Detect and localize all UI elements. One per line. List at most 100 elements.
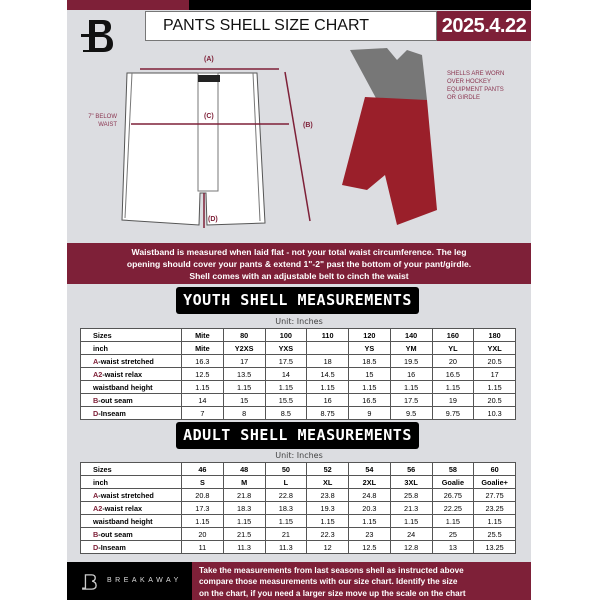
table-cell: 14 (264, 367, 308, 381)
table-cell: 11.3 (222, 540, 266, 554)
photo-note-line: SHELLS ARE WORN (447, 71, 505, 77)
table-cell: Mite (181, 341, 224, 355)
table-cell: 1.15 (389, 380, 433, 394)
table-cell: 13.25 (473, 540, 516, 554)
table-row: Sizes 46 48 50 52 54 56 58 60 (80, 462, 516, 476)
table-cell: 13 (431, 540, 475, 554)
row-label-text: inch (93, 477, 108, 487)
label-d: (D) (208, 216, 218, 223)
table-cell: 25.5 (473, 527, 516, 541)
table-row: D-Inseam 7 8 8.5 8.75 9 9.5 9.75 10.3 (80, 406, 516, 420)
table-cell: 20 (181, 527, 224, 541)
youth-unit-label: Unit: Inches (275, 317, 323, 326)
adult-size-table: Sizes 46 48 50 52 54 56 58 60 inch S M L XL 2XL 3XL Goal… (80, 462, 516, 554)
row-label: Sizes (80, 462, 182, 476)
table-cell: 9 (348, 406, 391, 420)
table-cell: 21 (264, 527, 308, 541)
table-cell: 8.75 (306, 406, 349, 420)
table-cell: 12.8 (389, 540, 433, 554)
table-cell: YM (389, 341, 433, 355)
table-cell: 1.15 (264, 514, 308, 528)
page-title: PANTS SHELL SIZE CHART (145, 11, 437, 41)
pants-diagram (121, 48, 437, 228)
row-label-text: -out seam (98, 529, 133, 539)
adult-section-title: ADULT SHELL MEASUREMENTS (176, 422, 419, 449)
table-cell: 1.15 (222, 514, 266, 528)
row-label-text: -waist relax (102, 503, 143, 513)
table-cell: Mite (181, 328, 224, 342)
table-cell: 110 (306, 328, 349, 342)
table-cell: 20.5 (473, 393, 516, 407)
table-cell: 180 (473, 328, 516, 342)
table-cell: 100 (264, 328, 308, 342)
table-cell: 22.8 (264, 488, 308, 502)
table-cell: 52 (306, 462, 349, 476)
table-cell: 11.3 (264, 540, 308, 554)
row-label: D-Inseam (80, 540, 182, 554)
c-note: 7" BELOW WAIST (74, 113, 117, 129)
table-cell: 16.5 (431, 367, 475, 381)
footer-instructions: Take the measurements from last seasons … (192, 562, 531, 600)
table-cell: YL (431, 341, 475, 355)
table-cell: 1.15 (306, 380, 349, 394)
table-cell: 9.75 (431, 406, 475, 420)
table-cell: 21.8 (222, 488, 266, 502)
table-cell: 20.3 (348, 501, 391, 515)
table-cell: 1.15 (431, 514, 475, 528)
row-label: inch (80, 341, 182, 355)
table-row: waistband height 1.15 1.15 1.15 1.15 1.15 1.15… (80, 514, 516, 528)
table-cell: 27.75 (473, 488, 516, 502)
table-cell: 1.15 (473, 514, 516, 528)
footer-brand-area (67, 562, 192, 600)
measurement-marker: B (93, 395, 99, 405)
table-cell: 10.3 (473, 406, 516, 420)
table-cell: 18 (306, 354, 349, 368)
table-cell: 9.5 (389, 406, 433, 420)
table-cell: 7 (181, 406, 224, 420)
measurement-marker: A2 (93, 369, 103, 379)
table-cell: 17.3 (181, 501, 224, 515)
table-cell: Goalie+ (473, 475, 516, 489)
table-cell: 18.5 (348, 354, 391, 368)
row-label: A-waist stretched (80, 488, 182, 502)
table-cell: 1.15 (181, 514, 224, 528)
footer-line: on the chart, if you need a larger size … (199, 588, 466, 598)
table-cell: 56 (389, 462, 433, 476)
row-label: D-Inseam (80, 406, 182, 420)
row-label-text: -out seam (98, 395, 133, 405)
table-cell: 15.5 (264, 393, 308, 407)
table-cell: 14 (181, 393, 224, 407)
table-cell: 21.3 (389, 501, 433, 515)
table-row: waistband height 1.15 1.15 1.15 1.15 1.15 1.15… (80, 380, 516, 394)
row-label-text: waistband height (93, 516, 153, 526)
table-cell: 8.5 (264, 406, 308, 420)
table-cell: 23.8 (306, 488, 349, 502)
table-cell (306, 341, 349, 355)
measurement-marker: A (93, 490, 99, 500)
instruction-line: Waistband is measured when laid flat - n… (131, 247, 467, 257)
table-cell: 54 (348, 462, 391, 476)
belt-buckle-icon (198, 75, 220, 82)
table-row: A2-waist relax 12.5 13.5 14 14.5 15 16 16.5 17 (80, 367, 516, 381)
instruction-line: opening should cover your pants & extend… (126, 259, 472, 269)
table-cell: 26.75 (431, 488, 475, 502)
table-row: A-waist stretched 20.8 21.8 22.8 23.8 24.8 25.… (80, 488, 516, 502)
brand-name: BREAKAWAY (107, 577, 182, 584)
row-label: A-waist stretched (80, 354, 182, 368)
footer-line: Take the measurements from last seasons … (199, 566, 464, 575)
row-label-text: -waist relax (102, 369, 143, 379)
table-cell: 1.15 (181, 380, 224, 394)
size-chart-page: PANTS SHELL SIZE CHART 2025.4.22 (A) (C)… (67, 0, 531, 600)
table-cell: 17.5 (389, 393, 433, 407)
table-cell: 58 (431, 462, 475, 476)
table-cell: 1.15 (431, 380, 475, 394)
photo-note: SHELLS ARE WORN OVER HOCKEY EQUIPMENT PANT… (447, 70, 504, 102)
youth-size-table: Sizes Mite 80 100 110 120 140 160 180 inch Mite Y2X… (80, 328, 516, 420)
top-bar (189, 0, 531, 10)
table-cell: 60 (473, 462, 516, 476)
table-cell: 50 (264, 462, 308, 476)
table-cell: 3XL (389, 475, 433, 489)
table-cell: 24.8 (348, 488, 391, 502)
table-cell: 16.5 (348, 393, 391, 407)
measurement-marker: D (93, 542, 99, 552)
